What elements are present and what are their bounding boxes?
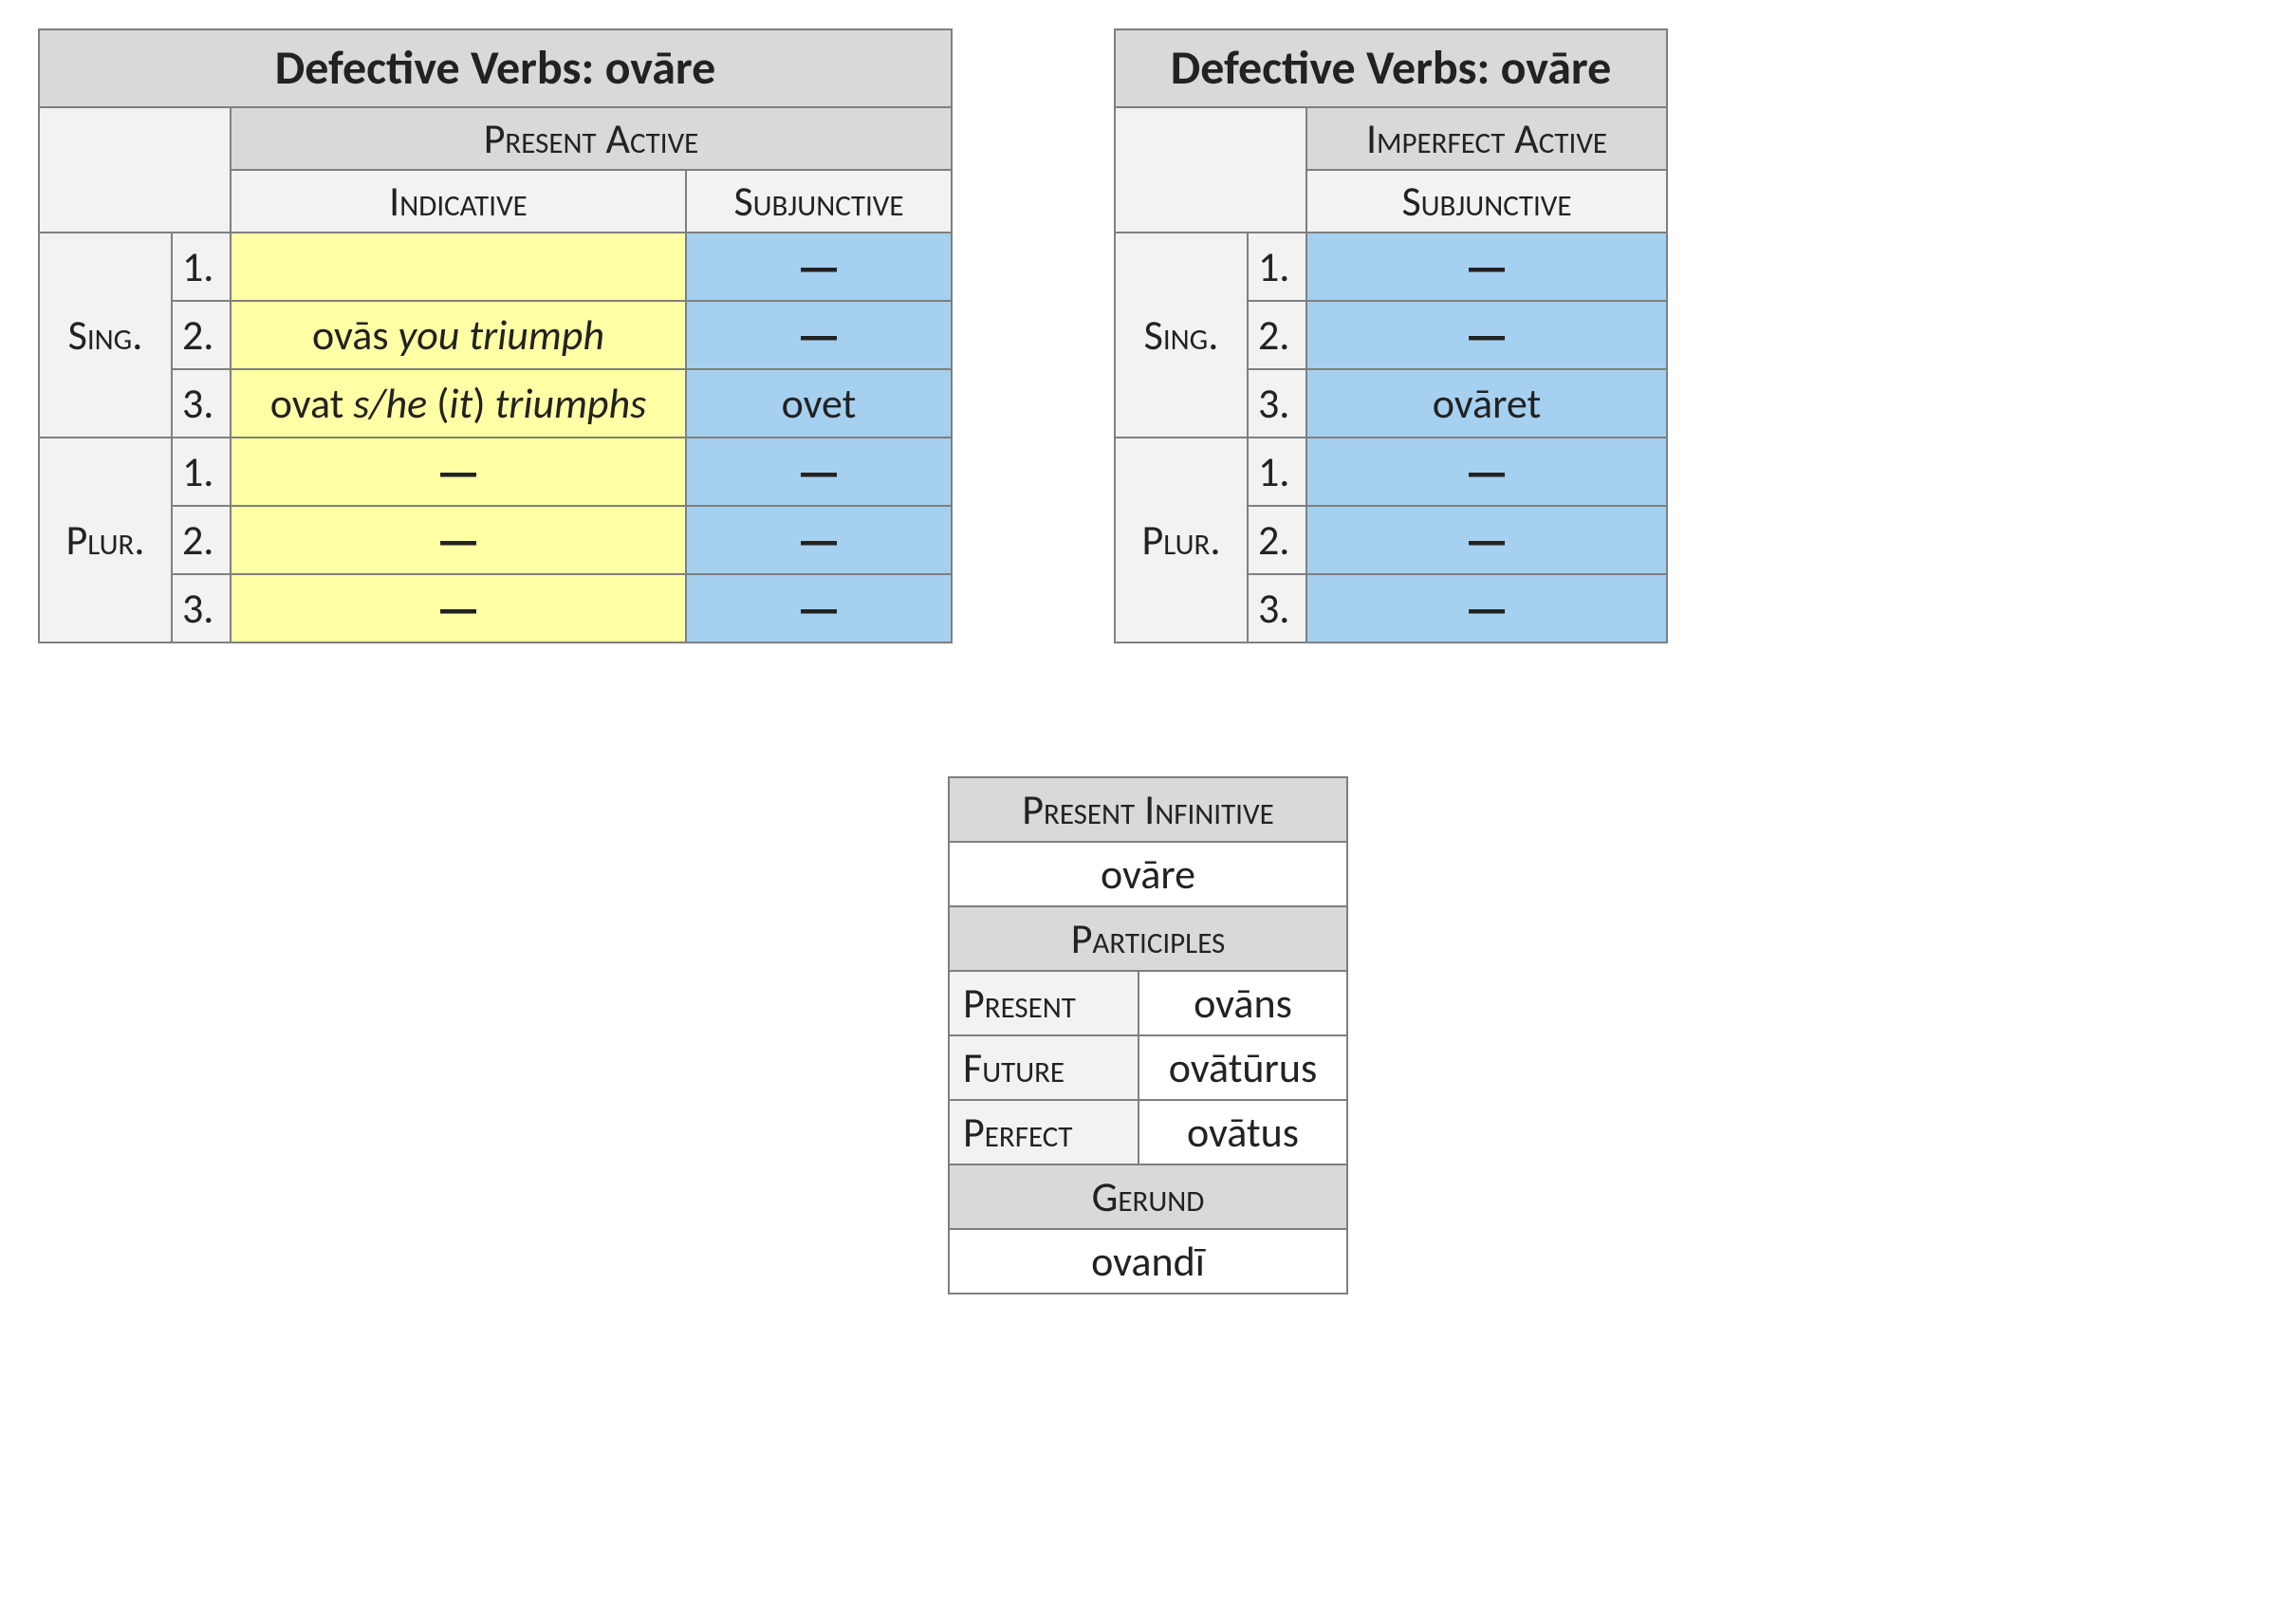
table1-plur2-ind: — [231, 506, 686, 574]
imperfect-active-table: Defective Verbs: ovāre Imperfect Active … [1114, 28, 1668, 643]
table2-sing-label: Sing. [1115, 233, 1248, 438]
table1-sing2-gloss: you triumph [398, 309, 604, 361]
table2-plur-person-1: 1. [1248, 438, 1306, 506]
table2-plur2-sub: — [1306, 506, 1667, 574]
table2-person-3: 3. [1248, 369, 1306, 438]
table1-corner [39, 107, 231, 233]
table1-title: Defective Verbs: ovāre [39, 29, 952, 107]
table1-group-header: Present Active [231, 107, 952, 170]
perfect-participle-value: ovātus [1139, 1100, 1347, 1164]
table2-plur3-sub: — [1306, 574, 1667, 643]
participles-label: Participles [949, 906, 1347, 971]
present-infinitive-label: Present Infinitive [949, 777, 1347, 842]
table1-plur2-sub: — [686, 506, 952, 574]
table1-plur3-sub: — [686, 574, 952, 643]
table1-sing3-sub: ovet [686, 369, 952, 438]
present-participle-value: ovāns [1139, 971, 1347, 1035]
table1-person-1: 1. [172, 233, 231, 301]
table1-plur-person-2: 2. [172, 506, 231, 574]
table1-person-3: 3. [172, 369, 231, 438]
top-tables-row: Defective Verbs: ovāre Present Active In… [38, 28, 2258, 643]
present-active-table: Defective Verbs: ovāre Present Active In… [38, 28, 953, 643]
table1-sing2-ind: ovās you triumph [231, 301, 686, 369]
page-root: Defective Verbs: ovāre Present Active In… [0, 0, 2296, 1602]
table1-col-subjunctive: Subjunctive [686, 170, 952, 233]
present-infinitive-value: ovāre [949, 842, 1347, 906]
table1-sing3-gloss1: s/he [353, 378, 427, 429]
table2-plur-person-3: 3. [1248, 574, 1306, 643]
table2-col-subjunctive: Subjunctive [1306, 170, 1667, 233]
table2-plur1-sub: — [1306, 438, 1667, 506]
gerund-label: Gerund [949, 1164, 1347, 1229]
table1-plur-person-3: 3. [172, 574, 231, 643]
table1-col-indicative: Indicative [231, 170, 686, 233]
table1-plur3-ind: — [231, 574, 686, 643]
table2-sing2-sub: — [1306, 301, 1667, 369]
table1-sing1-ind [231, 233, 686, 301]
nonfinite-forms-table: Present Infinitive ovāre Participles Pre… [948, 776, 1348, 1295]
perfect-participle-label: Perfect [949, 1100, 1139, 1164]
table1-sing3-ind: ovat s/he (it) triumphs [231, 369, 686, 438]
table2-person-1: 1. [1248, 233, 1306, 301]
table2-sing3-sub: ovāret [1306, 369, 1667, 438]
table2-group-header: Imperfect Active [1306, 107, 1667, 170]
table2-plur-person-2: 2. [1248, 506, 1306, 574]
table2-person-2: 2. [1248, 301, 1306, 369]
table1-plur-label: Plur. [39, 438, 172, 643]
table2-title: Defective Verbs: ovāre [1115, 29, 1667, 107]
table1-sing2-word: ovās [312, 309, 389, 361]
table2-plur-label: Plur. [1115, 438, 1248, 643]
table1-sing3-gloss2: it [449, 378, 472, 429]
table1-sing3-paren-close: ) [472, 378, 494, 429]
gerund-value: ovandī [949, 1229, 1347, 1294]
table1-sing3-word: ovat [270, 378, 354, 429]
table1-plur-person-1: 1. [172, 438, 231, 506]
table2-corner [1115, 107, 1306, 233]
table1-sing2-sub: — [686, 301, 952, 369]
table1-sing3-paren-open: ( [427, 378, 449, 429]
future-participle-value: ovātūrus [1139, 1035, 1347, 1100]
present-participle-label: Present [949, 971, 1139, 1035]
table1-plur1-ind: — [231, 438, 686, 506]
table2-sing1-sub: — [1306, 233, 1667, 301]
table1-sing-label: Sing. [39, 233, 172, 438]
table1-sing3-gloss3: triumphs [495, 378, 647, 429]
table1-person-2: 2. [172, 301, 231, 369]
table1-plur1-sub: — [686, 438, 952, 506]
table1-sing1-sub: — [686, 233, 952, 301]
future-participle-label: Future [949, 1035, 1139, 1100]
